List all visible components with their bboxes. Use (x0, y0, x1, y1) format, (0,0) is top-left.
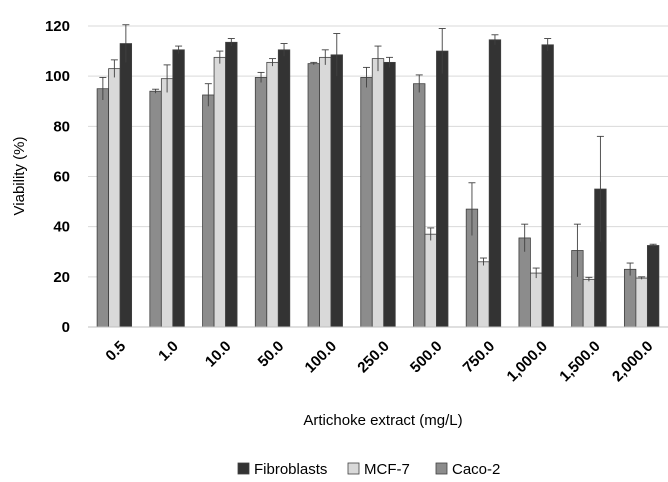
bar-fibroblasts-0 (119, 43, 133, 328)
bar-mcf-7-4 (319, 56, 332, 328)
bar-fibroblasts-1 (172, 49, 185, 328)
x-tick-label: 50.0 (255, 338, 288, 371)
y-tick-label: 60 (53, 169, 70, 186)
y-tick-labels: 0 20 40 60 80 100 120 (45, 18, 70, 336)
bar-mcf-7-6 (424, 233, 437, 328)
y-tick-label: 40 (53, 219, 70, 236)
bar-fibroblasts-3 (277, 49, 291, 328)
legend-label: MCF-7 (364, 461, 410, 478)
legend-label: Caco-2 (452, 461, 500, 478)
legend-label: Fibroblasts (254, 461, 327, 478)
legend-swatch-fibroblasts (237, 462, 250, 475)
bar-mcf-7-9 (582, 278, 596, 328)
error-bars (99, 24, 657, 282)
bar-series (96, 39, 660, 328)
y-tick-label: 80 (53, 118, 70, 135)
bar-mcf-7-7 (477, 261, 490, 328)
bar-fibroblasts-6 (436, 50, 449, 328)
x-tick-label: 10.0 (202, 338, 235, 371)
bar-mcf-7-5 (371, 58, 385, 328)
x-tick-label: 1,500.0 (556, 338, 603, 385)
bar-caco-2-5 (360, 77, 373, 328)
x-tick-label: 750.0 (460, 338, 499, 377)
bar-caco-2-1 (149, 90, 162, 328)
bar-mcf-7-8 (530, 272, 543, 328)
x-tick-label: 250.0 (354, 338, 393, 377)
bar-caco-2-3 (254, 77, 268, 328)
bar-fibroblasts-2 (225, 41, 238, 328)
bar-caco-2-4 (307, 63, 320, 328)
bar-fibroblasts-4 (330, 54, 343, 328)
legend: Fibroblasts MCF-7 Caco-2 (237, 461, 500, 478)
x-axis-title: Artichoke extract (mg/L) (303, 412, 462, 429)
x-tick-label: 100.0 (302, 338, 341, 377)
y-tick-label: 100 (45, 68, 70, 85)
y-tick-label: 0 (62, 319, 70, 336)
bar-mcf-7-3 (266, 61, 279, 328)
bar-caco-2-6 (413, 83, 426, 328)
y-tick-label: 20 (53, 269, 70, 286)
legend-swatch-caco-2 (435, 462, 448, 475)
bar-caco-2-0 (96, 88, 110, 328)
x-tick-label: 1.0 (155, 338, 182, 365)
bar-mcf-7-1 (160, 78, 174, 328)
x-tick-label: 1,000.0 (504, 338, 551, 385)
x-tick-label: 0.5 (102, 338, 129, 365)
x-tick-label: 500.0 (407, 338, 446, 377)
bar-caco-2-10 (623, 268, 637, 328)
y-tick-label: 120 (45, 18, 70, 35)
bar-fibroblasts-10 (646, 245, 660, 328)
bar-mcf-7-0 (108, 68, 121, 328)
bar-caco-2-2 (202, 94, 215, 328)
bar-fibroblasts-5 (383, 61, 396, 328)
y-axis-title: Viability (%) (11, 137, 28, 216)
x-tick-labels: 0.5 1.0 10.0 50.0 100.0 250.0 500.0 750.0 1,000.… (102, 338, 656, 385)
bar-fibroblasts-8 (541, 44, 554, 328)
bar-fibroblasts-7 (488, 39, 502, 328)
bar-mcf-7-10 (635, 277, 648, 328)
legend-swatch-mcf-7 (347, 462, 360, 475)
x-tick-label: 2,000.0 (609, 338, 656, 385)
bar-mcf-7-2 (213, 56, 226, 328)
